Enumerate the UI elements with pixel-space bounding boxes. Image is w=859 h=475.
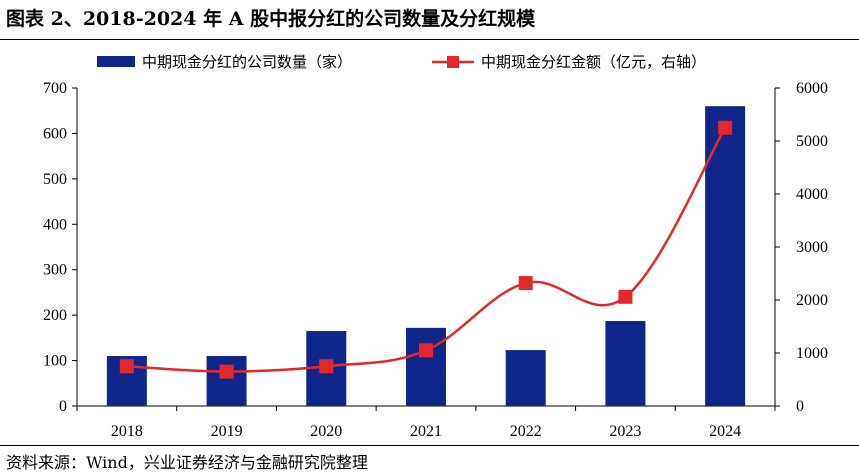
- x-tick-label: 2022: [510, 423, 542, 440]
- x-tick-label: 2021: [410, 423, 442, 440]
- footer-divider: [0, 445, 859, 446]
- line-point: [419, 343, 433, 358]
- x-tick-label: 2018: [111, 423, 143, 440]
- chart-area: 中期现金分红的公司数量（家） 中期现金分红金额（亿元，右轴） 0 100 200 30…: [43, 53, 828, 440]
- bar: [705, 106, 746, 407]
- left-tick-label: 700: [43, 80, 67, 97]
- right-tick-label: 2000: [796, 292, 828, 309]
- legend-line-label: 中期现金分红金额（亿元，右轴）: [481, 53, 706, 71]
- left-tick-label: 600: [43, 125, 67, 142]
- bar: [406, 327, 446, 406]
- right-tick-label: 5000: [796, 133, 828, 150]
- left-tick-label: 500: [43, 171, 67, 188]
- left-tick-label: 100: [43, 353, 67, 370]
- line-point: [219, 364, 234, 379]
- line-series: [119, 120, 733, 379]
- x-tick-label: 2023: [609, 423, 641, 440]
- right-tick-label: 3000: [796, 239, 828, 256]
- title-divider: [0, 39, 859, 40]
- series-line: [126, 127, 727, 373]
- legend-bar-swatch: [97, 56, 135, 67]
- left-tick-label: 200: [43, 307, 67, 324]
- line-point: [718, 120, 733, 135]
- right-tick-label: 1000: [796, 345, 828, 362]
- left-tick-label: 0: [59, 398, 67, 415]
- line-point: [119, 359, 134, 374]
- source-note: 资料来源：Wind，兴业证券经济与金融研究院整理: [6, 453, 368, 472]
- chart-title: 图表 2、2018-2024 年 A 股中报分红的公司数量及分红规模: [6, 8, 536, 30]
- bar: [505, 350, 546, 406]
- x-tick-label: 2020: [310, 423, 342, 440]
- right-tick-label: 0: [796, 398, 804, 415]
- bar-series: [106, 106, 746, 407]
- legend-bar-label: 中期现金分红的公司数量（家）: [142, 53, 352, 71]
- legend: 中期现金分红的公司数量（家） 中期现金分红金额（亿元，右轴）: [97, 53, 706, 71]
- legend-line-marker: [447, 56, 459, 68]
- left-tick-label: 300: [43, 262, 67, 279]
- x-tick-label: 2019: [211, 423, 243, 440]
- bar: [605, 321, 646, 406]
- line-point: [319, 359, 334, 374]
- line-point: [618, 289, 633, 304]
- x-tick-label: 2024: [709, 423, 741, 440]
- axes: 0 100 200 300 400 500 600 700 0 1000 2000 3000 4000 5…: [43, 80, 828, 440]
- bar: [206, 356, 247, 406]
- right-tick-label: 6000: [796, 80, 828, 97]
- line-point: [518, 276, 533, 291]
- left-tick-label: 400: [43, 216, 67, 233]
- right-tick-label: 4000: [796, 186, 828, 203]
